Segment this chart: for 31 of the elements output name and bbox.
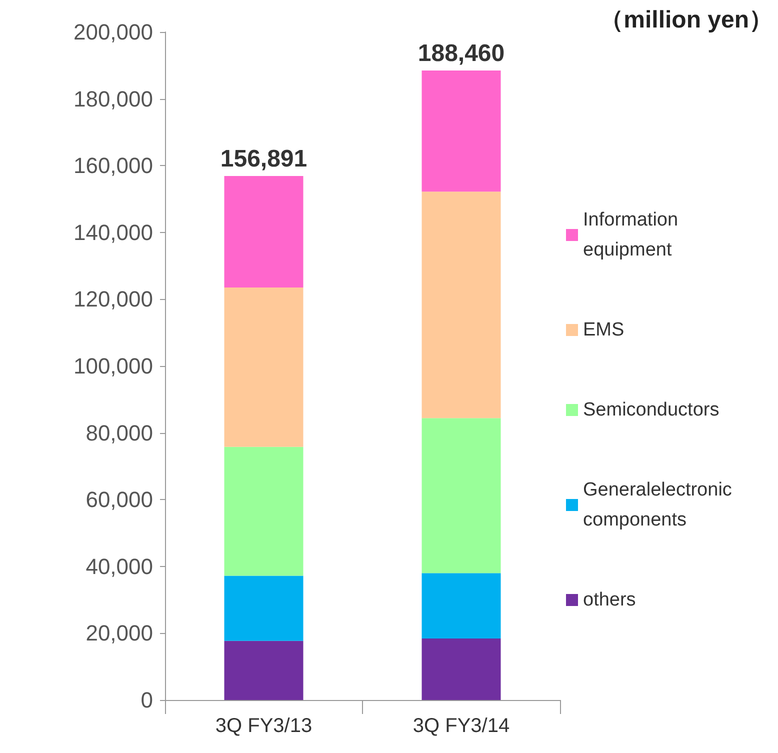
bar	[422, 418, 501, 574]
legend-label: Semiconductors	[583, 400, 720, 420]
y-tick-label: 160,000	[73, 153, 153, 178]
y-tick-label: 120,000	[73, 286, 153, 312]
x-tick-label: 3Q FY3/13	[215, 715, 312, 737]
text: （million yen）	[600, 6, 774, 34]
y-tick-label: 180,000	[73, 86, 153, 112]
bar	[422, 638, 501, 700]
bar	[422, 70, 501, 192]
bar	[224, 176, 304, 288]
legend-label: EMS	[583, 320, 624, 340]
y-tick-label: 100,000	[73, 354, 153, 378]
legend-label: others	[583, 590, 636, 610]
total-label: 188,460	[418, 40, 505, 68]
x-tick-label: 3Q FY3/14	[412, 715, 510, 737]
y-tick-label: 20,000	[86, 620, 153, 646]
legend-label: Information equipment	[583, 210, 684, 260]
bar	[224, 640, 304, 700]
bar	[422, 192, 501, 418]
bar	[224, 576, 304, 641]
bar	[224, 446, 304, 576]
y-tick-label: 200,000	[73, 20, 153, 44]
bar	[224, 288, 304, 447]
bar	[422, 573, 501, 639]
y-tick-label: 0	[140, 688, 153, 712]
y-tick-label: 80,000	[86, 420, 153, 446]
y-tick-label: 140,000	[73, 220, 153, 245]
y-tick-label: 40,000	[86, 554, 153, 579]
y-tick-label: 60,000	[86, 487, 153, 512]
legend-label: Generalelectronic components	[583, 480, 738, 530]
total-label: 156,891	[220, 145, 308, 172]
